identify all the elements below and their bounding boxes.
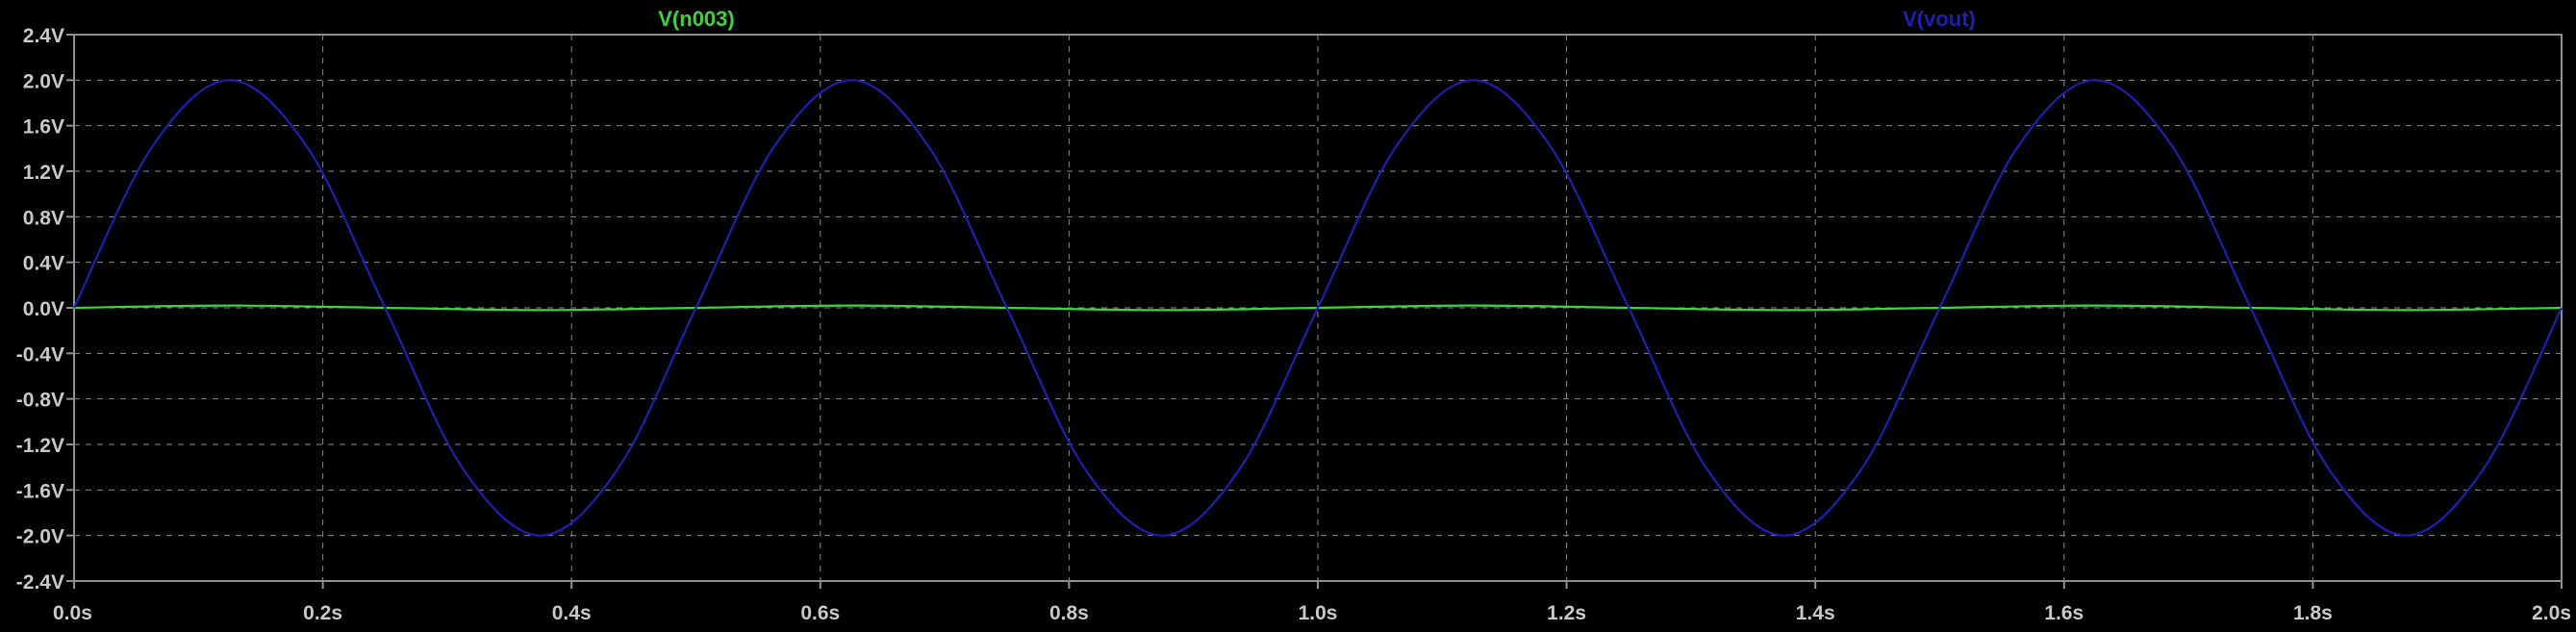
y-tick-label: -0.4V	[16, 343, 64, 366]
x-tick-label: 1.0s	[1299, 602, 1338, 624]
y-tick-label: -1.2V	[16, 435, 64, 457]
y-tick-label: -2.0V	[16, 526, 64, 548]
x-tick-label: 1.2s	[1547, 602, 1586, 624]
y-tick-label: 0.0V	[23, 298, 64, 320]
y-tick-label: 2.4V	[23, 25, 64, 47]
x-tick-label: 1.6s	[2044, 602, 2084, 624]
series-line-v-vout[interactable]	[73, 79, 2563, 537]
x-tick-label: 1.4s	[1796, 602, 1835, 624]
x-tick-label: 0.4s	[552, 602, 592, 624]
y-tick-label: -2.4V	[16, 571, 64, 594]
y-tick-label: -1.6V	[16, 480, 64, 502]
grid-layer	[74, 35, 2562, 581]
y-tick-label: 0.4V	[23, 253, 64, 275]
x-tick-label: 2.0s	[2532, 602, 2571, 624]
x-axis-ticks: 0.0s 0.2s 0.4s 0.6s 0.8s 1.0s 1.2s 1.4s 1.6s 1.8s…	[53, 581, 2571, 624]
y-tick-label: 2.0V	[23, 70, 64, 92]
legend: V(n003) V(vout)	[658, 7, 1976, 31]
x-tick-label: 0.0s	[53, 602, 92, 624]
x-tick-label: 0.8s	[1049, 602, 1089, 624]
x-tick-label: 1.8s	[2293, 602, 2333, 624]
y-axis-ticks: 2.4V 2.0V 1.6V 1.2V 0.8V 0.4V 0.0V -0.4V -0.8V -1…	[16, 25, 74, 594]
y-tick-label: 1.2V	[23, 162, 64, 184]
legend-label-v-vout[interactable]: V(vout)	[1903, 7, 1976, 31]
series-layer[interactable]	[73, 79, 2563, 537]
y-tick-label: -0.8V	[16, 390, 64, 412]
x-tick-label: 0.2s	[303, 602, 342, 624]
y-tick-label: 1.6V	[23, 116, 64, 139]
legend-label-v-n003[interactable]: V(n003)	[658, 7, 734, 31]
x-tick-label: 0.6s	[800, 602, 840, 624]
y-tick-label: 0.8V	[23, 207, 64, 229]
